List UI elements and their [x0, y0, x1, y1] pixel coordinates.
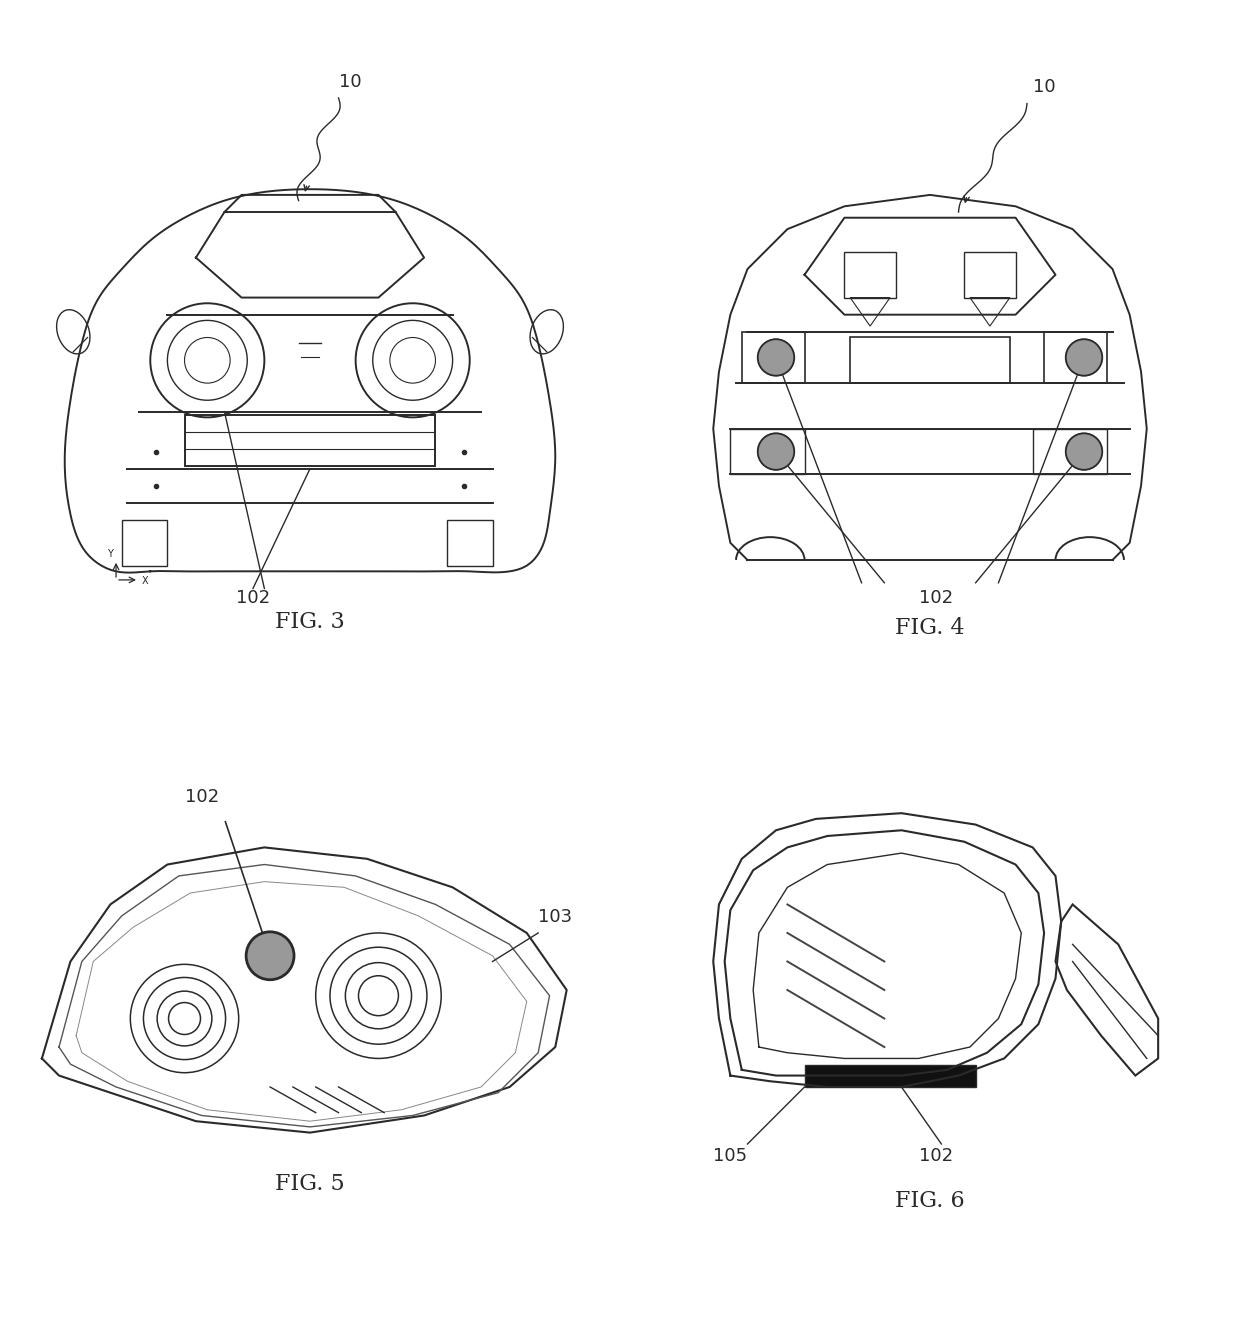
Bar [965, 252, 1016, 297]
Text: 102: 102 [919, 1147, 952, 1166]
Text: 102: 102 [236, 589, 270, 607]
Bar [1033, 429, 1107, 474]
Bar [742, 331, 805, 383]
Text: 102: 102 [919, 589, 952, 607]
Bar [851, 338, 1009, 383]
Bar [844, 252, 895, 297]
Text: FIG. 5: FIG. 5 [275, 1172, 345, 1195]
Circle shape [758, 339, 795, 376]
Text: 102: 102 [185, 788, 218, 805]
Bar [805, 1065, 976, 1086]
Text: 10: 10 [1033, 78, 1055, 96]
Text: 103: 103 [538, 908, 573, 925]
Text: Y: Y [108, 549, 113, 560]
Circle shape [758, 433, 795, 470]
Bar [730, 429, 805, 474]
Bar [185, 414, 435, 466]
Text: FIG. 6: FIG. 6 [895, 1189, 965, 1212]
Bar [1044, 331, 1107, 383]
Circle shape [1065, 339, 1102, 376]
Text: FIG. 3: FIG. 3 [275, 611, 345, 634]
Bar [122, 520, 167, 566]
Text: X: X [141, 576, 149, 586]
Text: FIG. 4: FIG. 4 [895, 618, 965, 639]
Text: 10: 10 [339, 73, 361, 91]
Text: 105: 105 [713, 1147, 748, 1166]
Bar [446, 520, 492, 566]
Circle shape [1065, 433, 1102, 470]
Circle shape [246, 932, 294, 979]
